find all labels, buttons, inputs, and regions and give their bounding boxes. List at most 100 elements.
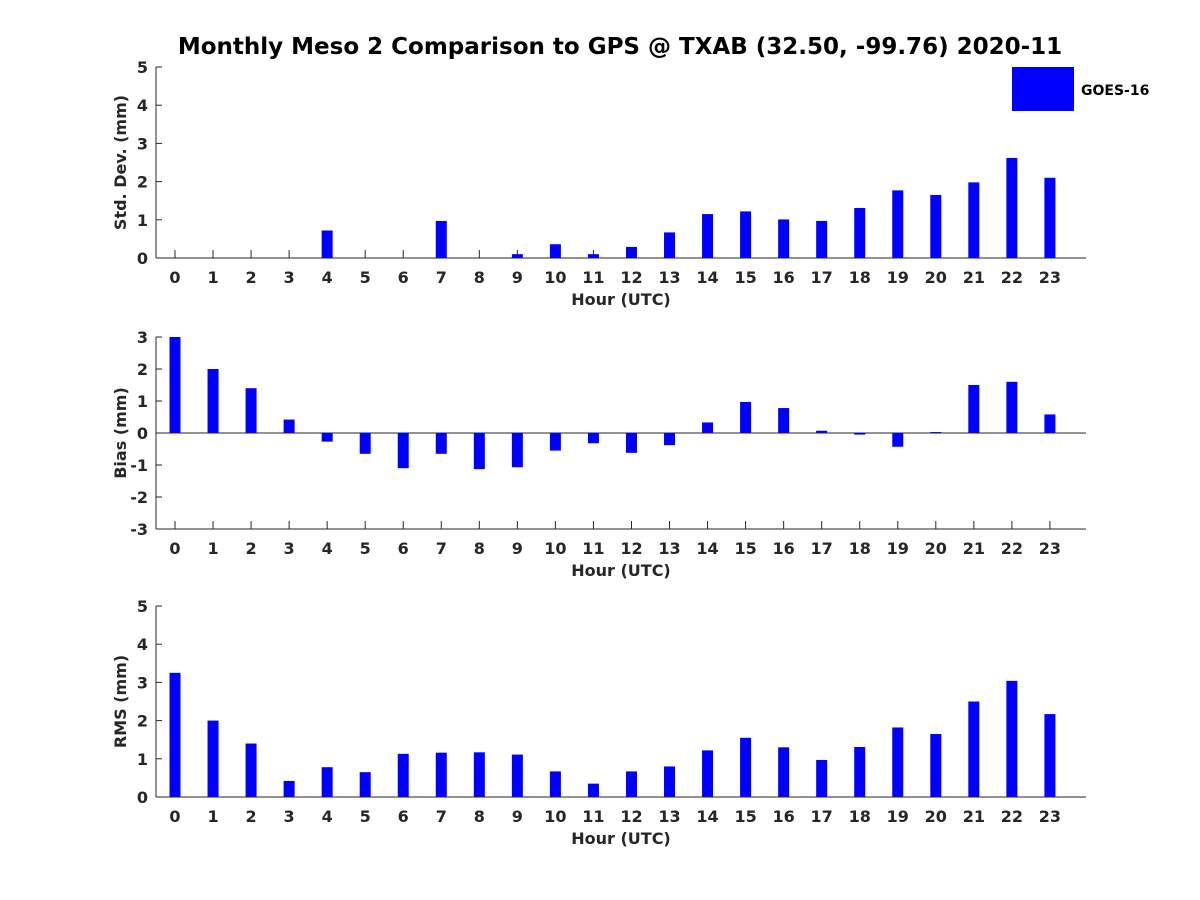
bar-hour-20 xyxy=(930,432,942,434)
x-tick-label: 6 xyxy=(398,539,409,558)
x-tick-label: 4 xyxy=(322,539,333,558)
y-tick-label: 0 xyxy=(137,249,148,268)
bar-hour-14 xyxy=(702,422,714,433)
y-tick-label: 0 xyxy=(137,424,148,443)
x-tick-label: 12 xyxy=(620,807,642,826)
x-tick-label: 20 xyxy=(925,807,947,826)
x-axis-label: Hour (UTC) xyxy=(571,290,671,309)
bar-hour-15 xyxy=(740,737,752,797)
x-tick-label: 5 xyxy=(360,807,371,826)
x-tick-label: 11 xyxy=(582,539,604,558)
bar-hour-18 xyxy=(854,433,866,435)
bar-hour-9 xyxy=(511,433,523,468)
bar-hour-20 xyxy=(930,194,942,258)
x-tick-label: 10 xyxy=(544,539,566,558)
x-tick-label: 15 xyxy=(734,268,756,287)
x-tick-label: 13 xyxy=(658,539,680,558)
bar-hour-10 xyxy=(549,244,561,258)
x-tick-label: 9 xyxy=(512,268,523,287)
bar-hour-4 xyxy=(321,230,333,258)
bar-hour-21 xyxy=(968,701,980,797)
bar-hour-3 xyxy=(283,780,295,797)
bar-hour-16 xyxy=(778,408,790,433)
x-tick-label: 1 xyxy=(207,807,218,826)
y-tick-label: 5 xyxy=(137,58,148,77)
y-axis-label: Std. Dev. (mm) xyxy=(111,95,130,230)
x-tick-label: 23 xyxy=(1039,807,1061,826)
bar-hour-11 xyxy=(587,254,599,258)
x-tick-label: 3 xyxy=(284,268,295,287)
x-tick-label: 16 xyxy=(773,539,795,558)
bar-hour-11 xyxy=(587,783,599,797)
x-tick-label: 17 xyxy=(811,539,833,558)
bar-hour-12 xyxy=(625,246,637,258)
x-tick-label: 12 xyxy=(620,268,642,287)
x-tick-label: 7 xyxy=(436,268,447,287)
y-tick-label: 3 xyxy=(137,673,148,692)
bar-hour-1 xyxy=(207,720,219,797)
bar-hour-18 xyxy=(854,746,866,797)
legend: GOES-16 xyxy=(1012,67,1149,111)
bar-hour-17 xyxy=(816,430,828,433)
x-tick-label: 17 xyxy=(811,807,833,826)
x-tick-label: 12 xyxy=(620,539,642,558)
bar-hour-11 xyxy=(587,433,599,444)
x-tick-label: 18 xyxy=(849,268,871,287)
bar-hour-21 xyxy=(968,182,980,258)
bar-hour-16 xyxy=(778,219,790,258)
x-tick-label: 21 xyxy=(963,539,985,558)
x-axis-label: Hour (UTC) xyxy=(571,561,671,580)
x-tick-label: 3 xyxy=(284,807,295,826)
y-tick-label: 3 xyxy=(137,134,148,153)
x-tick-label: 19 xyxy=(887,807,909,826)
x-tick-label: 22 xyxy=(1001,268,1023,287)
bar-hour-8 xyxy=(473,433,485,470)
bar-hour-7 xyxy=(435,220,447,258)
bar-hour-18 xyxy=(854,207,866,258)
x-tick-label: 21 xyxy=(963,807,985,826)
legend-label: GOES-16 xyxy=(1081,83,1149,99)
x-tick-label: 22 xyxy=(1001,807,1023,826)
bar-hour-13 xyxy=(664,766,676,797)
x-tick-label: 7 xyxy=(436,807,447,826)
y-tick-label: 0 xyxy=(137,788,148,807)
y-tick-label: -1 xyxy=(130,456,148,475)
y-tick-label: -3 xyxy=(130,520,148,539)
bar-hour-17 xyxy=(816,759,828,797)
y-tick-label: 4 xyxy=(137,635,148,654)
bar-hour-5 xyxy=(359,433,371,454)
x-tick-label: 5 xyxy=(360,539,371,558)
x-tick-label: 11 xyxy=(582,807,604,826)
y-tick-label: 1 xyxy=(137,211,148,230)
bar-hour-8 xyxy=(473,752,485,797)
bar-hour-6 xyxy=(397,433,409,469)
y-tick-label: -2 xyxy=(130,488,148,507)
bar-hour-22 xyxy=(1006,680,1018,797)
bar-hour-23 xyxy=(1044,714,1056,797)
bar-hour-22 xyxy=(1006,157,1018,258)
x-tick-label: 20 xyxy=(925,539,947,558)
bar-hour-10 xyxy=(549,771,561,797)
bar-hour-19 xyxy=(892,433,904,447)
y-tick-label: 3 xyxy=(137,328,148,347)
x-tick-label: 15 xyxy=(734,539,756,558)
y-tick-label: 1 xyxy=(137,750,148,769)
y-tick-label: 4 xyxy=(137,96,148,115)
x-tick-label: 3 xyxy=(284,539,295,558)
y-tick-label: 2 xyxy=(137,173,148,192)
x-tick-label: 4 xyxy=(322,807,333,826)
x-tick-label: 14 xyxy=(696,539,718,558)
x-tick-label: 17 xyxy=(811,268,833,287)
bar-hour-6 xyxy=(397,753,409,797)
x-tick-label: 2 xyxy=(246,268,257,287)
x-tick-label: 8 xyxy=(474,539,485,558)
x-tick-label: 18 xyxy=(849,807,871,826)
x-tick-label: 20 xyxy=(925,268,947,287)
bar-hour-16 xyxy=(778,747,790,797)
x-tick-label: 6 xyxy=(398,807,409,826)
bar-hour-12 xyxy=(625,771,637,797)
bar-hour-12 xyxy=(625,433,637,453)
